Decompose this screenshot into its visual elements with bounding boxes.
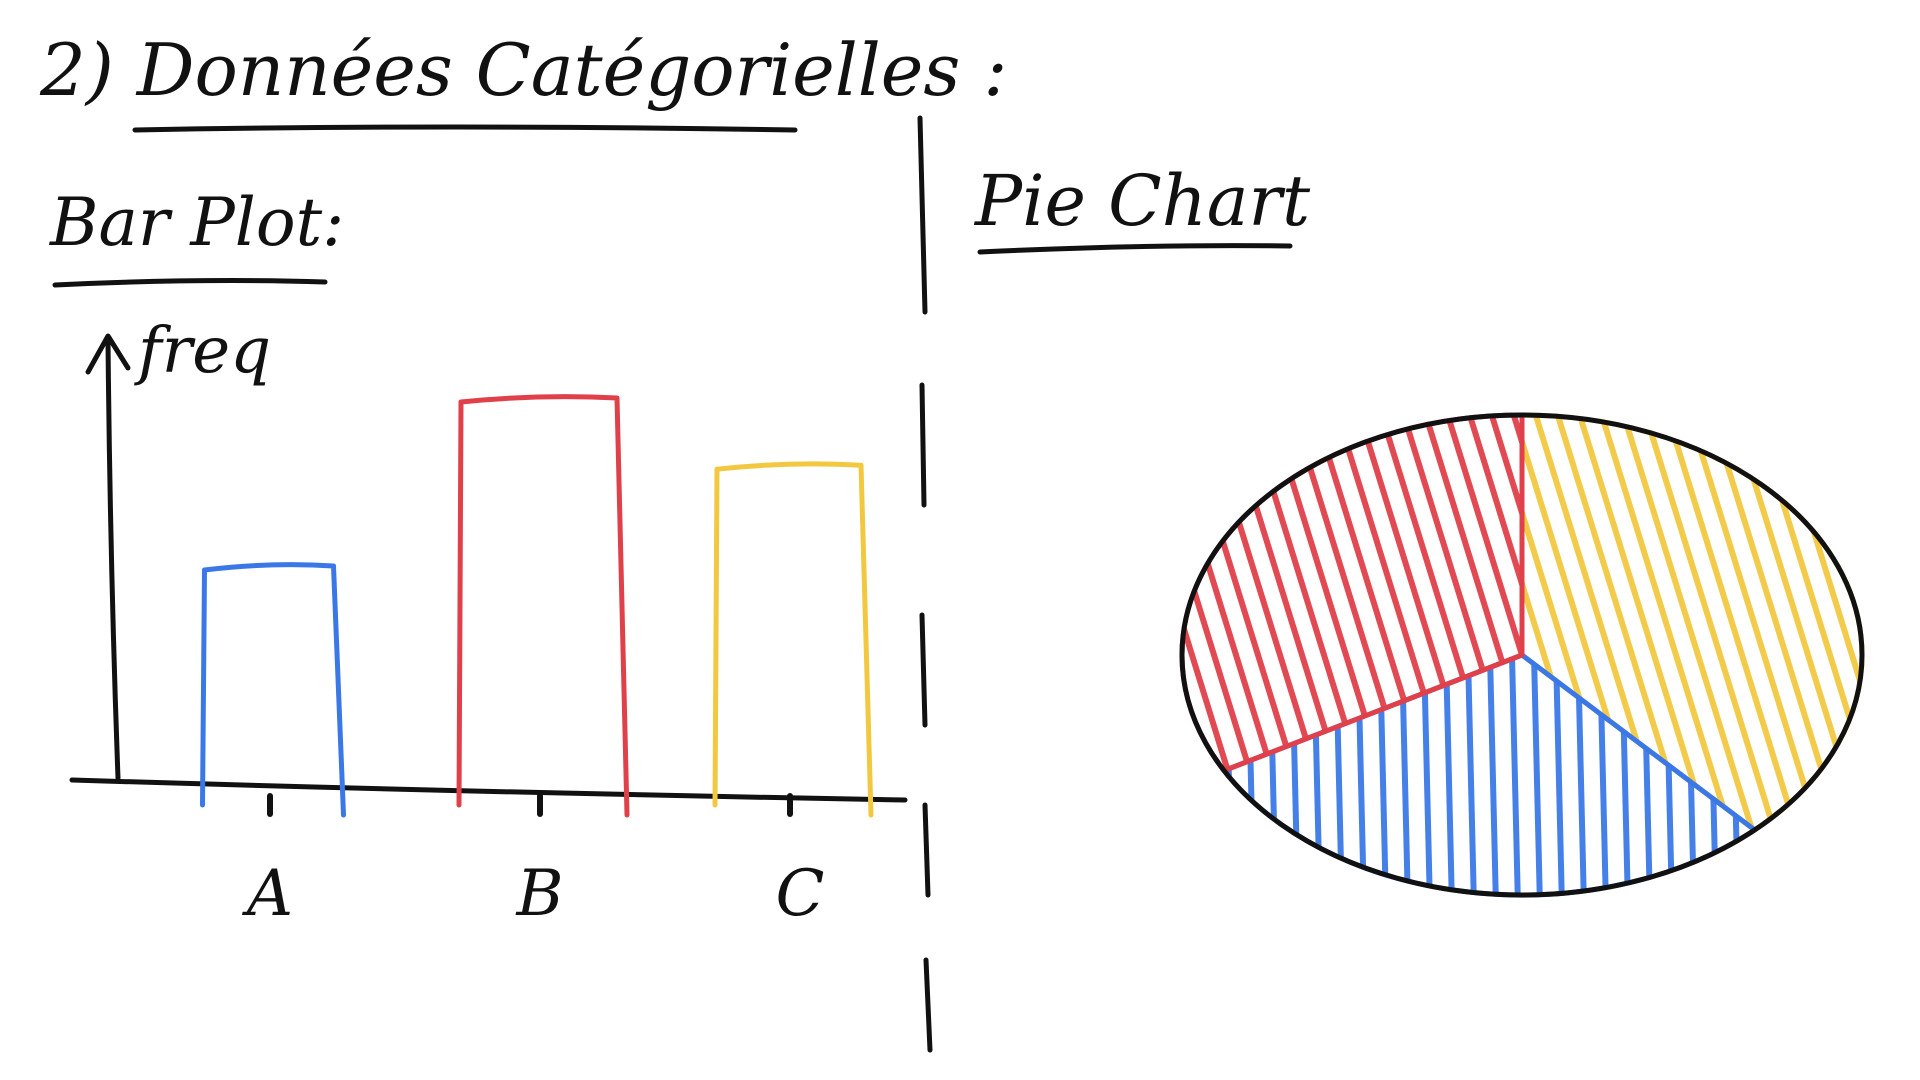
main-title-underline	[132, 124, 798, 133]
x-tick-label-a: A	[242, 857, 293, 931]
pie-chart	[1179, 412, 1865, 898]
pie-chart-title-underline	[977, 243, 1293, 255]
pie-slice-blue-fill	[1224, 655, 1755, 895]
bar-plot-title-underline	[52, 278, 328, 288]
pie-chart-title: Pie Chart	[973, 160, 1311, 242]
bar-plot-title: Bar Plot:	[49, 184, 344, 261]
y-axis	[105, 337, 121, 781]
x-axis	[69, 777, 908, 803]
pie-slice-red-fill	[1182, 415, 1522, 771]
main-title: 2) Données Catégorielles :	[39, 28, 1007, 112]
bar-b	[456, 394, 630, 818]
y-axis-label: freq	[134, 314, 271, 388]
section-divider	[917, 115, 933, 1053]
bar-chart: freq A B C	[69, 314, 908, 931]
pie-slice-yellow-fill	[1522, 415, 1862, 830]
pie-outline	[1179, 412, 1865, 898]
y-axis-arrow	[85, 333, 131, 375]
bar-c	[712, 461, 874, 818]
bar-a	[200, 562, 346, 818]
x-tick-label-b: B	[515, 857, 563, 931]
x-tick-label-c: C	[776, 857, 825, 931]
